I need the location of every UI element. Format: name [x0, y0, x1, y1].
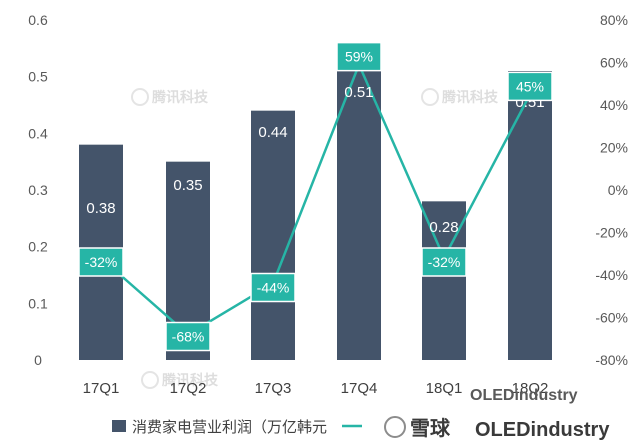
percent-label: -68% [172, 329, 205, 345]
legend-bar-swatch [112, 420, 126, 432]
watermark-oled-small: OLEDindustry [470, 387, 578, 404]
watermark-xueqiu: 雪球 [410, 417, 451, 440]
category-label: 18Q1 [426, 380, 463, 397]
left-tick-label: 0.4 [28, 125, 48, 141]
right-axis: -80% -60% -40% -20% 0% 20% 40% 60% 80% [595, 12, 628, 368]
percent-badge [336, 41, 382, 72]
percent-label: 45% [516, 78, 544, 94]
legend-bar-label: 消费家电营业利润（万亿韩元 [132, 418, 327, 436]
percent-label: 59% [345, 49, 373, 65]
watermark-text: 腾讯科技 [152, 89, 209, 105]
bar-value-label: 0.28 [429, 219, 458, 236]
watermark-logo-icon [131, 88, 149, 106]
watermark-logo-icon [141, 371, 159, 389]
left-tick-label: 0 [34, 352, 42, 368]
bar-value-label: 0.35 [173, 177, 202, 194]
bar-value-label: 0.51 [344, 84, 373, 101]
bar-labels: 0.380.350.440.510.280.51 [86, 84, 544, 236]
x-axis: 17Q1 17Q2 17Q3 17Q4 18Q1 18Q2 [83, 380, 549, 397]
watermark-logo-icon [421, 88, 439, 106]
watermark-backdrop [374, 411, 640, 444]
right-tick-label: 0% [608, 182, 628, 198]
percent-badge [421, 247, 467, 277]
bar-series [79, 71, 552, 361]
right-tick-label: 40% [600, 97, 628, 113]
percent-label: -32% [85, 254, 118, 270]
right-tick-label: 20% [600, 140, 628, 156]
right-tick-label: -40% [595, 267, 628, 283]
percent-labels: -32% -68% -44% 59% -32% 45% [78, 41, 553, 352]
percent-badge [165, 321, 211, 352]
category-label: 17Q2 [170, 380, 207, 397]
category-label: 17Q4 [341, 380, 378, 397]
xueqiu-logo-icon [384, 416, 406, 438]
watermark-oled: OLEDindustry [475, 419, 610, 441]
percent-label: -32% [428, 254, 461, 270]
right-tick-label: -60% [595, 310, 628, 326]
bar [251, 110, 295, 361]
watermark-text: 腾讯科技 [162, 372, 219, 388]
category-label: 17Q3 [255, 380, 292, 397]
left-tick-label: 0.1 [28, 295, 48, 311]
left-tick-label: 0.2 [28, 239, 48, 255]
percent-label: -44% [257, 280, 290, 296]
right-tick-label: -80% [595, 352, 628, 368]
percent-badge [78, 247, 124, 277]
left-axis: 0 0.1 0.2 0.3 0.4 0.5 0.6 [28, 12, 48, 368]
left-tick-label: 0.6 [28, 12, 48, 28]
right-tick-label: 80% [600, 12, 628, 28]
percent-badge [250, 272, 296, 303]
watermark-text: 腾讯科技 [442, 89, 499, 105]
legend: 消费家电营业利润（万亿韩元 雪球 OLEDindustry OLEDindustry [112, 387, 640, 444]
percent-badge [507, 71, 553, 102]
bar [508, 71, 552, 360]
right-tick-label: 60% [600, 55, 628, 71]
left-tick-label: 0.5 [28, 69, 48, 85]
right-tick-label: -20% [595, 225, 628, 241]
left-tick-label: 0.3 [28, 182, 48, 198]
bar-value-label: 0.38 [86, 200, 115, 217]
bar [337, 71, 381, 360]
bar-value-label: 0.44 [258, 124, 287, 141]
category-label: 18Q2 [512, 380, 549, 397]
category-label: 17Q1 [83, 380, 120, 397]
